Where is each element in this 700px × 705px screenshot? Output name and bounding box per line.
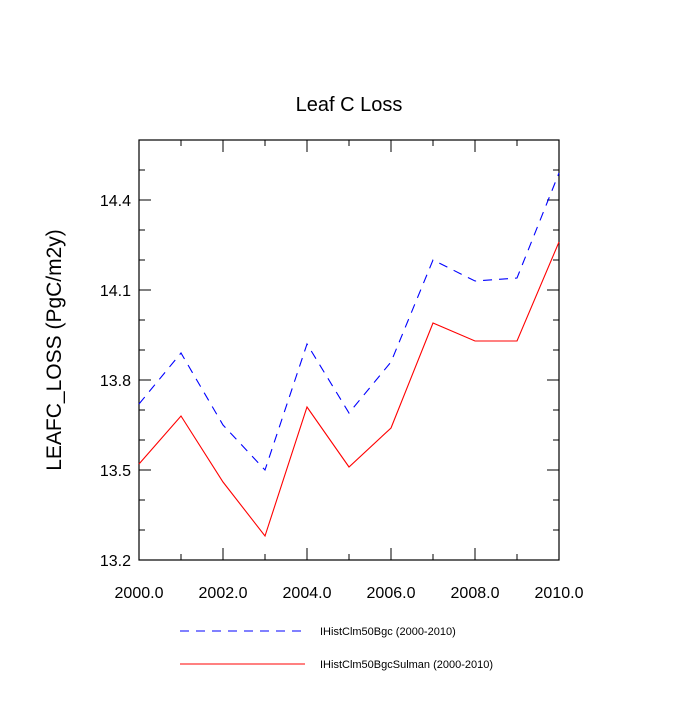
axis-ticks	[138, 139, 560, 561]
series-lines	[138, 172, 560, 538]
y-tick-label: 13.8	[100, 373, 131, 390]
series-line-2	[138, 241, 560, 538]
chart-title: Leaf C Loss	[296, 94, 403, 116]
legend-label-1: IHistClm50Bgc (2000-2010)	[320, 626, 456, 638]
series-line-1	[138, 172, 560, 472]
x-tick-label: 2004.0	[283, 585, 332, 602]
x-tick-label: 2006.0	[367, 585, 416, 602]
legend: IHistClm50Bgc (2000-2010) IHistClm50BgcSu…	[180, 626, 493, 671]
axis-tick-labels: 2000.0 2002.0 2004.0 2006.0 2008.0 2010.0 13.2…	[100, 193, 584, 602]
y-tick-label: 14.1	[100, 283, 131, 300]
y-tick-label: 13.5	[100, 463, 131, 480]
x-tick-label: 2000.0	[115, 585, 164, 602]
plot-frame	[138, 139, 560, 561]
y-tick-label: 13.2	[100, 553, 131, 570]
x-tick-label: 2008.0	[451, 585, 500, 602]
x-tick-label: 2002.0	[199, 585, 248, 602]
y-tick-label: 14.4	[100, 193, 131, 210]
legend-label-2: IHistClm50BgcSulman (2000-2010)	[320, 659, 493, 671]
x-tick-label: 2010.0	[535, 585, 584, 602]
y-axis-label: LEAFC_LOSS (PgC/m2y)	[43, 229, 66, 471]
